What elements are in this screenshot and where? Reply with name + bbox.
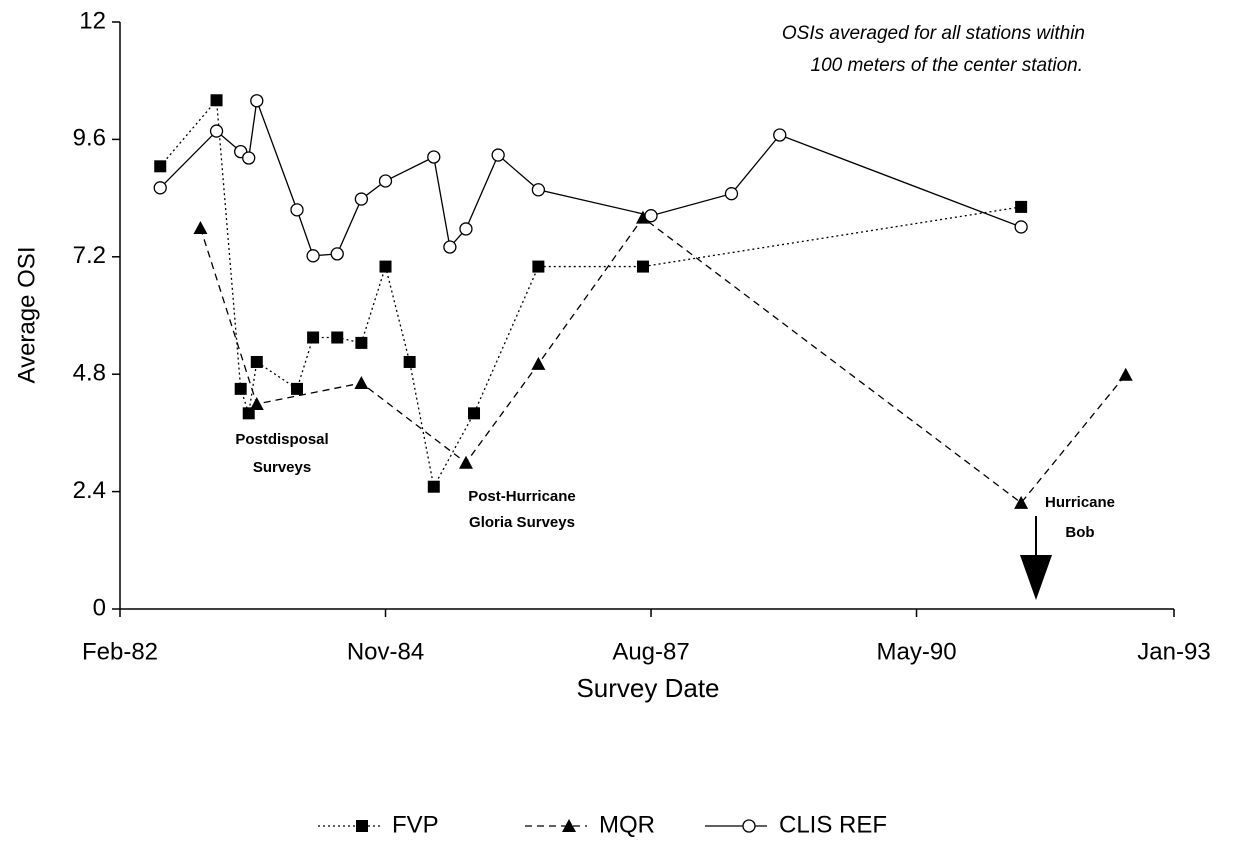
x-tick-label: May-90 bbox=[877, 638, 957, 665]
marker bbox=[724, 187, 739, 201]
series-line bbox=[199, 216, 1127, 504]
marker bbox=[644, 209, 658, 223]
annotation: Hurricane bbox=[1045, 494, 1115, 511]
marker bbox=[356, 820, 368, 832]
legend-label: FVP bbox=[392, 811, 439, 838]
marker bbox=[250, 94, 264, 108]
marker bbox=[210, 94, 223, 107]
marker bbox=[531, 356, 546, 370]
y-tick-label: 9.6 bbox=[73, 125, 106, 152]
marker bbox=[378, 174, 393, 188]
marker bbox=[234, 382, 247, 395]
marker bbox=[307, 331, 320, 344]
marker bbox=[1014, 495, 1029, 509]
marker bbox=[379, 260, 392, 273]
marker bbox=[242, 407, 255, 420]
series-line bbox=[159, 100, 1022, 257]
marker bbox=[154, 160, 167, 173]
note: OSIs averaged for all stations within bbox=[782, 23, 1085, 44]
series-line bbox=[159, 98, 1022, 489]
note: 100 meters of the center station. bbox=[811, 55, 1084, 76]
marker bbox=[443, 240, 457, 254]
annotation: Bob bbox=[1065, 524, 1094, 541]
x-tick-label: Nov-84 bbox=[347, 638, 424, 665]
marker bbox=[290, 203, 304, 217]
x-tick-label: Aug-87 bbox=[612, 638, 689, 665]
marker bbox=[331, 331, 344, 344]
marker bbox=[427, 150, 441, 164]
x-tick-label: Jan-93 bbox=[1137, 638, 1210, 665]
legend-label: MQR bbox=[599, 811, 655, 838]
y-tick-label: 0 bbox=[93, 594, 106, 621]
marker bbox=[193, 220, 208, 234]
x-tick-label: Feb-82 bbox=[82, 638, 158, 665]
annotation: Post-Hurricane bbox=[468, 488, 576, 505]
marker bbox=[458, 455, 473, 469]
marker bbox=[209, 124, 224, 138]
marker bbox=[291, 382, 304, 395]
y-tick-label: 2.4 bbox=[73, 477, 106, 504]
marker bbox=[1014, 220, 1028, 234]
marker bbox=[354, 376, 369, 390]
marker bbox=[1015, 200, 1028, 213]
y-tick-label: 7.2 bbox=[73, 242, 106, 269]
legend-label: CLIS REF bbox=[779, 811, 887, 838]
marker bbox=[636, 260, 649, 273]
marker bbox=[562, 819, 576, 832]
marker bbox=[532, 260, 545, 273]
marker bbox=[242, 151, 256, 165]
marker bbox=[742, 819, 756, 833]
marker bbox=[491, 148, 505, 162]
marker bbox=[250, 355, 263, 368]
x-axis-label: Survey Date bbox=[576, 673, 719, 703]
marker bbox=[330, 247, 344, 261]
marker bbox=[153, 181, 167, 195]
marker bbox=[1118, 367, 1133, 381]
annotation: Gloria Surveys bbox=[469, 514, 575, 531]
arrow-head bbox=[1020, 555, 1052, 600]
marker bbox=[468, 407, 481, 420]
y-tick-label: 12 bbox=[79, 7, 106, 34]
marker bbox=[249, 397, 264, 411]
marker bbox=[403, 355, 416, 368]
marker bbox=[306, 249, 320, 263]
marker bbox=[459, 222, 473, 236]
marker bbox=[427, 480, 440, 493]
y-axis-label: Average OSI bbox=[13, 247, 40, 384]
marker bbox=[355, 336, 368, 349]
marker bbox=[773, 128, 787, 142]
annotation: Surveys bbox=[253, 459, 311, 476]
marker bbox=[531, 183, 546, 197]
marker bbox=[354, 192, 369, 206]
annotation: Postdisposal bbox=[235, 431, 328, 448]
y-tick-label: 4.8 bbox=[73, 360, 106, 387]
